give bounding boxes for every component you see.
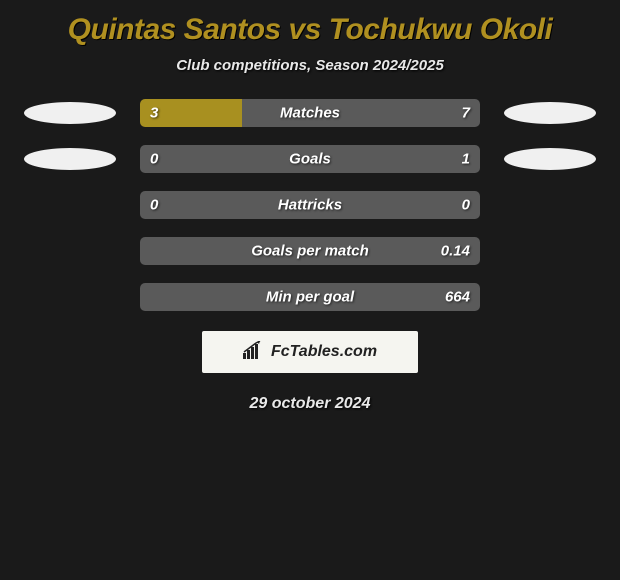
left-badge xyxy=(20,237,120,265)
stat-value-left: 3 xyxy=(150,105,158,122)
stat-label: Min per goal xyxy=(266,289,354,306)
left-badge xyxy=(20,191,120,219)
stat-row: Goals per match 0.14 xyxy=(0,237,620,265)
team-ellipse-icon xyxy=(504,148,596,170)
right-badge xyxy=(500,283,600,311)
stat-value-right: 0.14 xyxy=(441,243,470,260)
team-ellipse-icon xyxy=(504,102,596,124)
stat-row: Hattricks 0 0 xyxy=(0,191,620,219)
team-ellipse-icon xyxy=(24,148,116,170)
stat-value-left: 0 xyxy=(150,151,158,168)
stat-value-right: 0 xyxy=(462,197,470,214)
logo-text: FcTables.com xyxy=(271,343,377,361)
left-badge xyxy=(20,145,120,173)
stat-label: Matches xyxy=(280,105,340,122)
stat-value-right: 7 xyxy=(462,105,470,122)
left-badge xyxy=(20,99,120,127)
stat-bar: Goals per match 0.14 xyxy=(140,237,480,265)
right-badge xyxy=(500,99,600,127)
left-badge xyxy=(20,283,120,311)
right-badge xyxy=(500,191,600,219)
subtitle: Club competitions, Season 2024/2025 xyxy=(0,57,620,99)
right-badge xyxy=(500,145,600,173)
stat-bar: Hattricks 0 0 xyxy=(140,191,480,219)
stat-bar: Goals 0 1 xyxy=(140,145,480,173)
stat-label: Hattricks xyxy=(278,197,342,214)
stat-label: Goals per match xyxy=(251,243,369,260)
stat-row: Matches 3 7 xyxy=(0,99,620,127)
stat-value-right: 664 xyxy=(445,289,470,306)
right-badge xyxy=(500,237,600,265)
bar-right-segment xyxy=(242,99,480,127)
logo-box[interactable]: FcTables.com xyxy=(202,331,418,373)
stat-row: Goals 0 1 xyxy=(0,145,620,173)
stat-row: Min per goal 664 xyxy=(0,283,620,311)
logo-chart-icon xyxy=(243,341,265,364)
page-title: Quintas Santos vs Tochukwu Okoli xyxy=(0,8,620,57)
stat-bar: Matches 3 7 xyxy=(140,99,480,127)
date-text: 29 october 2024 xyxy=(0,395,620,413)
stat-label: Goals xyxy=(289,151,331,168)
stat-bar: Min per goal 664 xyxy=(140,283,480,311)
stat-value-right: 1 xyxy=(462,151,470,168)
stats-list: Matches 3 7 Goals 0 1 Hattricks 0 0 Goals per mat… xyxy=(0,99,620,311)
team-ellipse-icon xyxy=(24,102,116,124)
stat-value-left: 0 xyxy=(150,197,158,214)
comparison-container: Quintas Santos vs Tochukwu Okoli Club co… xyxy=(0,0,620,413)
